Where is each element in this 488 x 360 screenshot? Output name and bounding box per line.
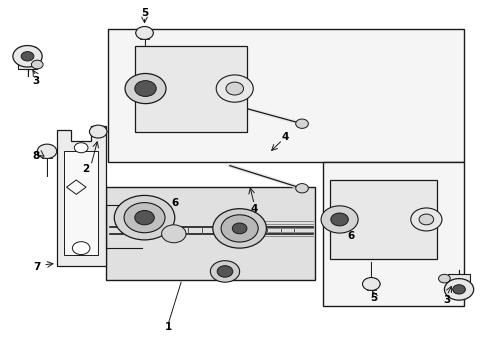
- Circle shape: [217, 266, 232, 277]
- Text: 5: 5: [141, 8, 148, 18]
- Circle shape: [125, 73, 165, 104]
- FancyBboxPatch shape: [135, 45, 246, 132]
- Circle shape: [37, 144, 57, 158]
- Polygon shape: [64, 151, 98, 255]
- Circle shape: [410, 208, 441, 231]
- Circle shape: [212, 209, 266, 248]
- FancyBboxPatch shape: [447, 274, 469, 282]
- Circle shape: [225, 82, 243, 95]
- Polygon shape: [105, 187, 315, 280]
- Circle shape: [210, 261, 239, 282]
- Polygon shape: [66, 180, 86, 194]
- Text: 4: 4: [250, 204, 257, 214]
- Text: 6: 6: [346, 231, 354, 240]
- Text: 1: 1: [165, 322, 172, 332]
- Polygon shape: [108, 30, 463, 162]
- Circle shape: [295, 184, 308, 193]
- Text: 2: 2: [82, 164, 89, 174]
- FancyBboxPatch shape: [329, 180, 436, 259]
- Circle shape: [136, 27, 153, 40]
- Circle shape: [221, 215, 258, 242]
- Circle shape: [135, 211, 154, 225]
- Circle shape: [72, 242, 90, 255]
- Circle shape: [295, 119, 308, 129]
- Circle shape: [124, 203, 164, 233]
- Circle shape: [135, 81, 156, 96]
- Text: 8: 8: [33, 150, 40, 161]
- Circle shape: [161, 225, 185, 243]
- Circle shape: [418, 214, 433, 225]
- Circle shape: [452, 285, 465, 294]
- Circle shape: [89, 125, 107, 138]
- Circle shape: [362, 278, 379, 291]
- Text: 7: 7: [34, 262, 41, 272]
- Circle shape: [74, 143, 88, 153]
- Circle shape: [216, 75, 253, 102]
- Circle shape: [438, 274, 449, 283]
- Circle shape: [13, 45, 42, 67]
- Circle shape: [321, 206, 357, 233]
- Text: 3: 3: [442, 295, 449, 305]
- Text: 3: 3: [33, 76, 40, 86]
- Circle shape: [21, 51, 34, 61]
- Circle shape: [330, 213, 347, 226]
- Text: 4: 4: [281, 132, 288, 142]
- Circle shape: [444, 279, 473, 300]
- Polygon shape: [322, 162, 463, 306]
- Circle shape: [232, 223, 246, 234]
- FancyBboxPatch shape: [18, 60, 37, 69]
- Circle shape: [114, 195, 174, 240]
- Circle shape: [31, 60, 43, 69]
- Text: 6: 6: [171, 198, 179, 208]
- Text: 5: 5: [369, 293, 377, 303]
- Polygon shape: [57, 126, 105, 266]
